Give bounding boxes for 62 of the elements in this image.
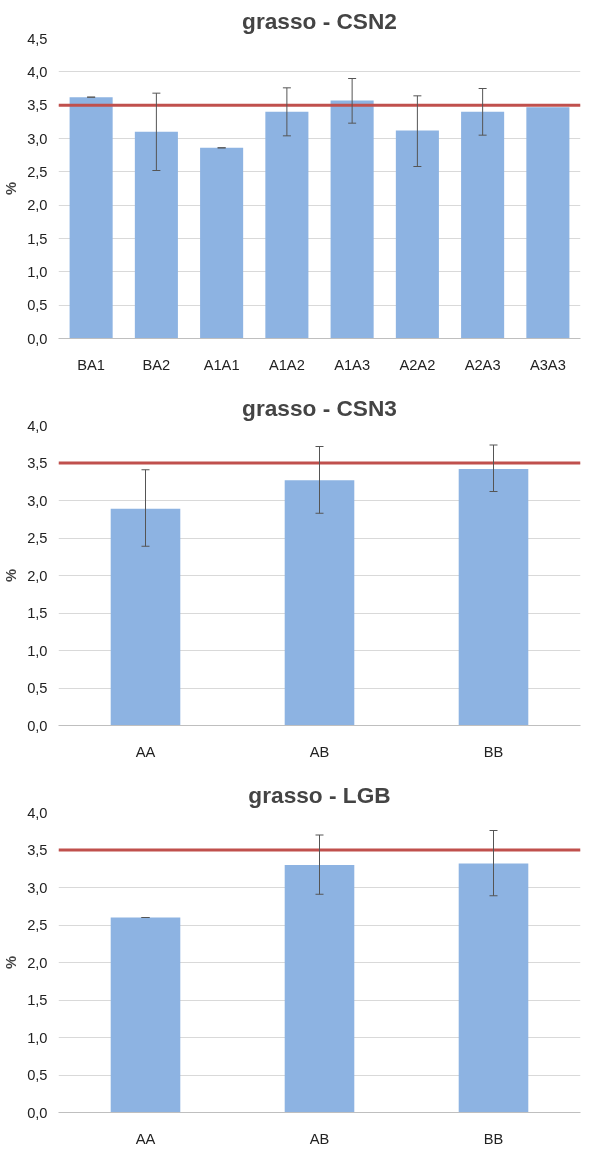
y-axis-title: % xyxy=(3,181,20,196)
y-tick-label: 3,5 xyxy=(27,455,48,471)
x-tick-label: A1A1 xyxy=(203,356,240,373)
bar xyxy=(110,917,181,1113)
x-tick-label: BB xyxy=(483,743,504,760)
y-tick-label: 0,0 xyxy=(27,330,48,347)
x-tick-label: A2A3 xyxy=(464,356,501,373)
x-tick-label: BB xyxy=(483,1130,504,1147)
bar xyxy=(458,863,529,1113)
y-tick-label: 0,5 xyxy=(27,1067,48,1083)
y-tick-label: 1,5 xyxy=(27,992,48,1008)
bar xyxy=(69,97,113,339)
bar xyxy=(200,147,244,339)
y-tick-label: 2,5 xyxy=(27,530,48,546)
x-tick-label: A2A2 xyxy=(399,356,436,373)
x-tick-label: A1A2 xyxy=(268,356,305,373)
x-tick-label: AB xyxy=(309,1130,330,1147)
bar xyxy=(330,100,374,339)
y-axis-title: % xyxy=(3,568,20,583)
y-tick-label: 4,0 xyxy=(27,417,48,434)
x-tick-label: BA1 xyxy=(77,356,105,373)
y-tick-label: 4,0 xyxy=(27,63,48,80)
y-tick-label: 3,0 xyxy=(27,130,48,147)
y-tick-label: 0,5 xyxy=(27,680,48,696)
y-tick-label: 1,5 xyxy=(27,605,48,621)
bar xyxy=(461,111,505,339)
y-tick-label: 2,0 xyxy=(27,197,48,214)
x-tick-label: BA2 xyxy=(142,356,171,373)
y-tick-label: 3,0 xyxy=(27,492,48,509)
y-tick-label: 3,0 xyxy=(27,879,48,896)
bar xyxy=(284,865,355,1113)
chart-title: grasso - CSN3 xyxy=(242,394,397,421)
bar xyxy=(526,107,570,339)
y-tick-label: 1,5 xyxy=(27,230,48,247)
x-tick-label: A3A3 xyxy=(529,356,566,373)
y-tick-label: 2,5 xyxy=(27,917,48,933)
bar xyxy=(110,508,181,726)
y-tick-label: 2,5 xyxy=(27,163,48,180)
x-tick-label: AB xyxy=(309,743,330,760)
x-tick-label: AA xyxy=(135,743,156,760)
y-tick-label: 1,0 xyxy=(27,642,48,659)
y-tick-label: 3,5 xyxy=(27,97,48,114)
bar xyxy=(458,469,529,726)
y-tick-label: 1,0 xyxy=(27,1029,48,1046)
chart-title: grasso - LGB xyxy=(248,781,391,808)
y-tick-label: 2,0 xyxy=(27,954,48,971)
y-axis-title: % xyxy=(3,955,20,970)
bar xyxy=(284,480,355,726)
y-tick-label: 0,0 xyxy=(27,717,48,734)
y-tick-label: 0,5 xyxy=(27,297,48,314)
chart-title: grasso - CSN2 xyxy=(242,7,397,34)
y-tick-label: 1,0 xyxy=(27,263,48,280)
x-tick-label: A1A3 xyxy=(334,356,371,373)
y-tick-label: 0,0 xyxy=(27,1104,48,1121)
y-tick-label: 2,0 xyxy=(27,567,48,584)
x-tick-label: AA xyxy=(135,1130,156,1147)
y-tick-label: 4,5 xyxy=(27,30,48,47)
y-tick-label: 4,0 xyxy=(27,804,48,821)
bar xyxy=(265,111,309,339)
bar xyxy=(134,131,178,339)
y-tick-label: 3,5 xyxy=(27,842,48,858)
bar xyxy=(395,130,439,339)
